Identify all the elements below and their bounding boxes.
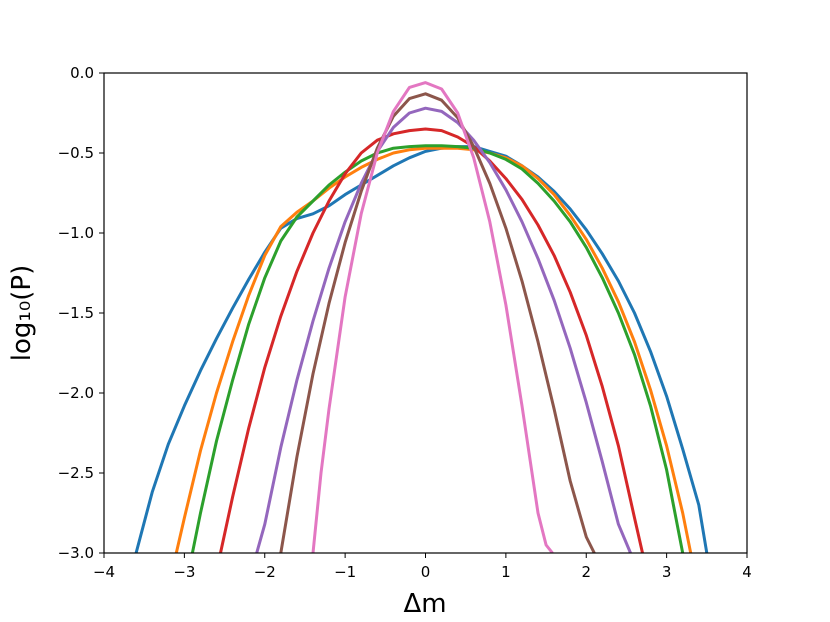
tick-layer: −4 −3 −2 −1 0 1 2 3 4 0.0 −0.5 −1.0 −1.5 −2.0 −2.5 −3.0 [58, 64, 752, 581]
x-tick-label: −2 [254, 563, 276, 581]
y-tick-label: −3.0 [58, 544, 94, 562]
series-layer [134, 81, 709, 553]
x-tick-label: 1 [501, 563, 511, 581]
y-tick-label: 0.0 [70, 64, 94, 82]
series-line-2 [174, 146, 693, 553]
x-tick-label: −1 [334, 563, 356, 581]
y-tick-label: −0.5 [58, 144, 94, 162]
series-line-4 [219, 127, 644, 553]
series-line-6 [279, 92, 596, 553]
x-tick-label: 0 [421, 563, 431, 581]
x-tick-label: 4 [742, 563, 752, 581]
x-axis-label: Δm [403, 589, 446, 619]
y-tick-label: −1.0 [58, 224, 94, 242]
x-tick-label: 3 [662, 563, 672, 581]
x-tick-label: −3 [173, 563, 195, 581]
y-axis-label: log₁₀(P) [7, 265, 37, 361]
y-tick-label: −2.0 [58, 384, 94, 402]
y-tick-label: −2.5 [58, 464, 94, 482]
x-tick-label: −4 [93, 563, 115, 581]
series-line-3 [190, 144, 685, 553]
series-line-5 [255, 106, 632, 553]
y-tick-label: −1.5 [58, 304, 94, 322]
x-tick-label: 2 [581, 563, 591, 581]
series-line-7 [311, 81, 554, 553]
series-line-1 [134, 145, 709, 553]
